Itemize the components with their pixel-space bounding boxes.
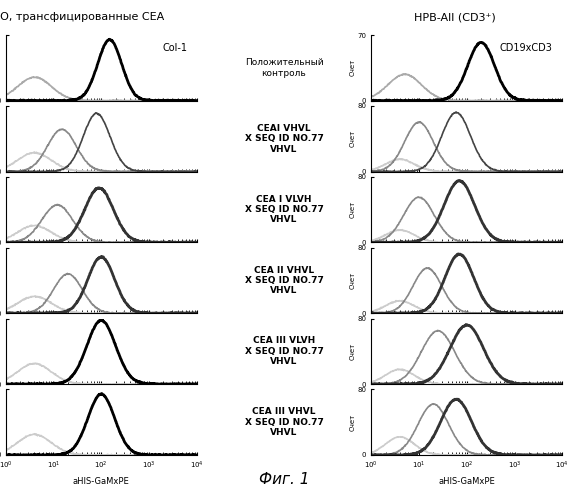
Text: Фиг. 1: Фиг. 1 (259, 472, 309, 488)
Y-axis label: Счет: Счет (350, 201, 356, 218)
Text: CEA II VHVL
X SEQ ID NO.77
VHVL: CEA II VHVL X SEQ ID NO.77 VHVL (245, 266, 323, 296)
Text: CEAI VHVL
X SEQ ID NO.77
VHVL: CEAI VHVL X SEQ ID NO.77 VHVL (245, 124, 323, 154)
Y-axis label: Счет: Счет (350, 414, 356, 431)
X-axis label: aHIS-GaMxPE: aHIS-GaMxPE (73, 476, 130, 486)
Y-axis label: Счет: Счет (350, 59, 356, 76)
Y-axis label: Счет: Счет (350, 272, 356, 289)
Y-axis label: Счет: Счет (350, 342, 356, 360)
Text: CEA III VLVH
X SEQ ID NO.77
VHVL: CEA III VLVH X SEQ ID NO.77 VHVL (245, 336, 323, 366)
Text: CEA I VLVH
X SEQ ID NO.77
VHVL: CEA I VLVH X SEQ ID NO.77 VHVL (245, 194, 323, 224)
Text: CD19xCD3: CD19xCD3 (500, 43, 553, 53)
Text: Col-1: Col-1 (162, 43, 187, 53)
Text: HPB-All (CD3⁺): HPB-All (CD3⁺) (414, 12, 495, 22)
X-axis label: aHIS-GaMxPE: aHIS-GaMxPE (438, 476, 495, 486)
Text: CEA III VHVL
X SEQ ID NO.77
VHVL: CEA III VHVL X SEQ ID NO.77 VHVL (245, 408, 323, 437)
Text: Положительный
контроль: Положительный контроль (245, 58, 323, 78)
Y-axis label: Счет: Счет (350, 130, 356, 148)
Text: CHO, трансфицированные CEA: CHO, трансфицированные CEA (0, 12, 164, 22)
